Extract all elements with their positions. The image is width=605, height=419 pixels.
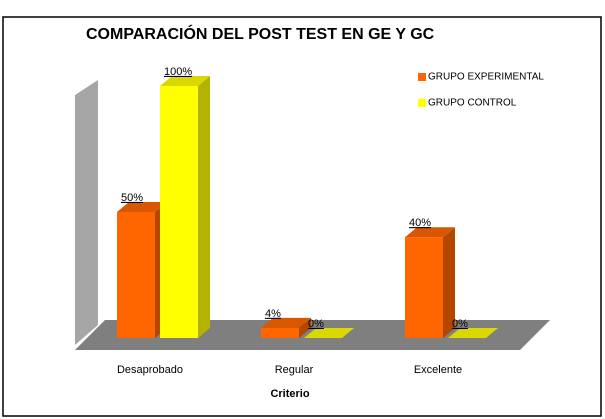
data-label: 40% <box>409 217 431 229</box>
bar-top <box>160 76 210 86</box>
x-tick-label: Excelente <box>414 364 462 376</box>
back-wall <box>75 80 98 345</box>
data-label: 0% <box>452 318 468 330</box>
data-label: 50% <box>121 192 143 204</box>
bar-top <box>448 328 498 338</box>
bar <box>160 86 198 338</box>
legend-label: GRUPO CONTROL <box>428 98 517 109</box>
legend-swatch <box>418 99 426 107</box>
x-tick-label: Desaprobado <box>117 364 183 376</box>
bar-side <box>443 227 455 338</box>
bar-top <box>304 328 354 338</box>
bar <box>405 237 443 338</box>
chart-title: COMPARACIÓN DEL POST TEST EN GE Y GC <box>86 24 435 43</box>
bar <box>261 327 299 338</box>
data-label: 4% <box>265 308 281 320</box>
bar-top <box>261 317 311 328</box>
bar-side <box>299 317 311 338</box>
bar-top <box>405 227 455 238</box>
bar-top <box>117 202 167 212</box>
bar-side <box>198 76 210 338</box>
legend-swatch <box>418 73 426 81</box>
bar <box>117 212 155 338</box>
x-axis-label: Criterio <box>270 388 309 400</box>
legend-label: GRUPO EXPERIMENTAL <box>428 72 544 83</box>
x-tick-label: Regular <box>275 364 314 376</box>
data-label: 0% <box>308 318 324 330</box>
data-label: 100% <box>164 66 192 78</box>
